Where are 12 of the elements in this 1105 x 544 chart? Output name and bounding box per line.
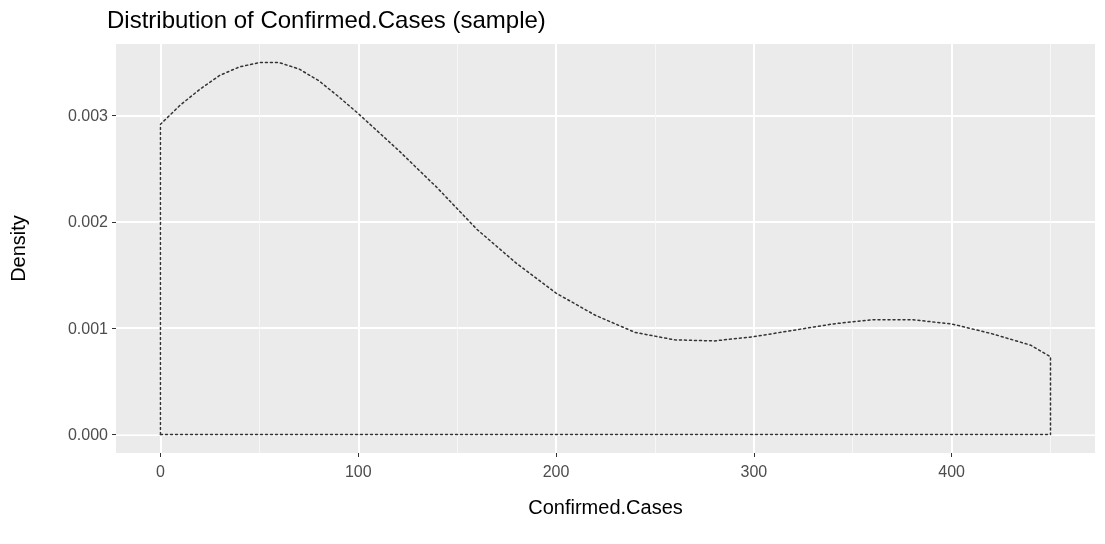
x-tick-label: 100 xyxy=(344,462,372,480)
y-tick-label: 0.001 xyxy=(67,319,109,337)
y-tick-label: 0.002 xyxy=(67,213,109,231)
y-tick-label: 0.003 xyxy=(67,107,109,125)
x-tick-label: 400 xyxy=(938,462,966,480)
y-tick-label: 0.000 xyxy=(67,425,109,443)
x-tick-label: 200 xyxy=(542,462,570,480)
chart-title: Distribution of Confirmed.Cases (sample) xyxy=(107,5,546,33)
x-tick-label: 300 xyxy=(740,462,768,480)
x-tick-label: 0 xyxy=(156,462,166,480)
y-axis-title: Density xyxy=(7,215,29,282)
x-axis-title: Confirmed.Cases xyxy=(528,496,683,518)
